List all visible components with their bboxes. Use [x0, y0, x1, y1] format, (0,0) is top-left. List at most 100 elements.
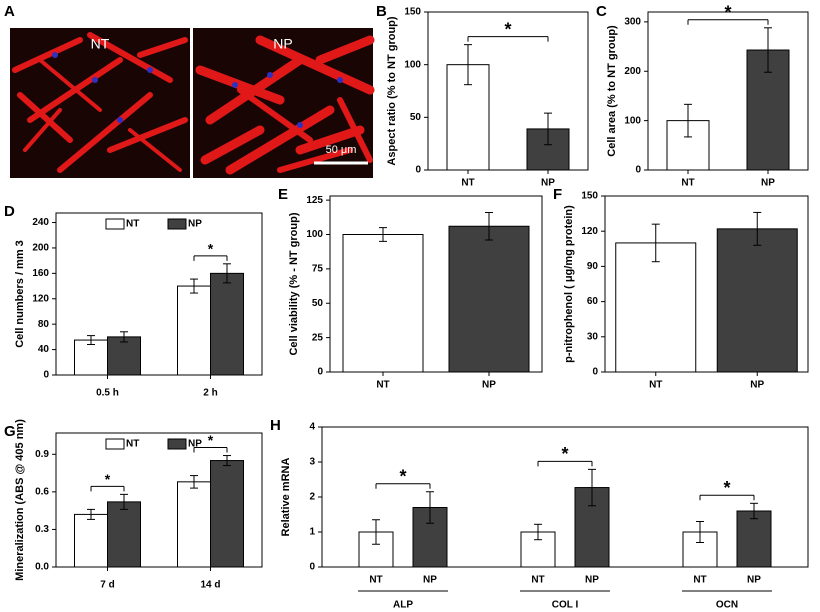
x-sub-label: NT: [693, 575, 706, 586]
bar: [342, 234, 424, 373]
bar: [716, 228, 798, 373]
bar: [736, 510, 772, 568]
panel-label: F: [553, 186, 562, 203]
y-tick-label: 60: [587, 296, 599, 307]
y-tick-label: 120: [581, 226, 598, 237]
panel-label: G: [4, 423, 16, 440]
y-tick-label: 0: [635, 165, 641, 176]
y-tick-label: 240: [32, 217, 49, 228]
x-sub-label: NP: [747, 575, 761, 586]
cell-shapes: [12, 32, 375, 175]
y-axis-label: Mineralization (ABS @ 405 nm): [14, 419, 26, 581]
y-tick-label: 0.3: [35, 524, 49, 535]
x-tick-label: NT: [461, 178, 474, 189]
x-tick-label: 14 d: [200, 580, 220, 591]
x-sub-label: NP: [585, 575, 599, 586]
bar: [448, 225, 530, 373]
plot-frame: [604, 195, 809, 373]
plot-frame: [55, 212, 263, 376]
significance-label: *: [399, 467, 406, 487]
x-tick-label: NT: [376, 380, 389, 391]
y-tick-label: 2: [309, 492, 315, 503]
y-axis-label: Cell area (% to NT group): [606, 25, 618, 157]
y-tick-label: 150: [404, 7, 421, 18]
y-axis-label: p-nitrophenol ( μg/mg protein): [563, 205, 575, 363]
plot-frame: [647, 11, 809, 171]
panel-label: B: [376, 3, 387, 20]
image-label: NP: [273, 36, 292, 52]
x-tick-label: NT: [649, 380, 662, 391]
y-tick-label: 4: [309, 422, 315, 433]
significance-label: *: [105, 471, 111, 487]
y-tick-label: 0.0: [35, 562, 49, 573]
bar: [107, 501, 141, 568]
bar: [210, 460, 244, 568]
y-axis-label: Cell viability (% - NT group): [288, 212, 300, 355]
y-tick-label: 200: [624, 66, 641, 77]
panel-label: C: [596, 3, 607, 20]
x-tick-label: ALP: [393, 600, 413, 611]
significance-label: *: [724, 3, 731, 23]
x-tick-label: NP: [482, 380, 496, 391]
y-tick-label: 30: [587, 331, 599, 342]
y-tick-label: 3: [309, 457, 315, 468]
y-axis-label: Cell numbers / mm 3: [14, 240, 26, 348]
legend-swatch: [105, 218, 125, 230]
panel-label: H: [270, 417, 281, 434]
image-label: NT: [91, 36, 110, 52]
x-tick-label: 7 d: [100, 580, 114, 591]
y-tick-label: 25: [312, 332, 324, 343]
panel-label: A: [4, 3, 15, 20]
x-tick-label: COL I: [552, 600, 579, 611]
legend-swatch: [105, 438, 125, 450]
legend-swatch: [167, 438, 187, 450]
y-tick-label: 80: [38, 319, 50, 330]
y-tick-label: 150: [581, 191, 598, 202]
scale-label: 50 μm: [326, 144, 357, 156]
x-sub-label: NT: [531, 575, 544, 586]
y-tick-label: 0: [317, 367, 323, 378]
y-tick-label: 100: [624, 115, 641, 126]
bar: [107, 336, 141, 376]
y-tick-label: 300: [624, 17, 641, 28]
x-tick-label: 2 h: [203, 388, 217, 399]
legend-label: NP: [188, 439, 202, 450]
bar: [74, 513, 108, 568]
x-tick-label: NT: [681, 178, 694, 189]
legend-label: NT: [126, 439, 139, 450]
x-tick-label: NP: [541, 178, 555, 189]
x-sub-label: NT: [369, 575, 382, 586]
y-tick-label: 50: [312, 298, 324, 309]
significance-label: *: [208, 241, 214, 257]
bar: [210, 272, 244, 376]
y-tick-label: 160: [32, 268, 49, 279]
y-tick-label: 0: [592, 367, 598, 378]
y-tick-label: 100: [306, 229, 323, 240]
y-axis-label: Aspect ratio (% to NT group): [386, 16, 398, 165]
y-tick-label: 200: [32, 243, 49, 254]
x-tick-label: 0.5 h: [96, 388, 119, 399]
nuclei: [52, 52, 343, 128]
plot-frame: [427, 11, 589, 171]
image-panel: A NT NP 50 μm: [4, 3, 375, 178]
significance-label: *: [561, 444, 568, 464]
panel-label: D: [4, 203, 15, 220]
y-tick-label: 0.6: [35, 487, 49, 498]
y-axis-label: Relative mRNA: [280, 458, 292, 537]
plot-frame: [55, 432, 263, 568]
y-tick-label: 100: [404, 59, 421, 70]
x-tick-label: NP: [750, 380, 764, 391]
legend-label: NP: [188, 219, 202, 230]
bar: [615, 242, 697, 373]
y-tick-label: 0: [415, 165, 421, 176]
bar: [74, 339, 108, 376]
legend-swatch: [167, 218, 187, 230]
y-tick-label: 90: [587, 261, 599, 272]
x-sub-label: NP: [423, 575, 437, 586]
plot-frame: [329, 195, 543, 373]
y-tick-label: 75: [312, 264, 324, 275]
y-tick-label: 50: [410, 112, 422, 123]
y-tick-label: 0: [309, 562, 315, 573]
y-tick-label: 125: [306, 195, 323, 206]
